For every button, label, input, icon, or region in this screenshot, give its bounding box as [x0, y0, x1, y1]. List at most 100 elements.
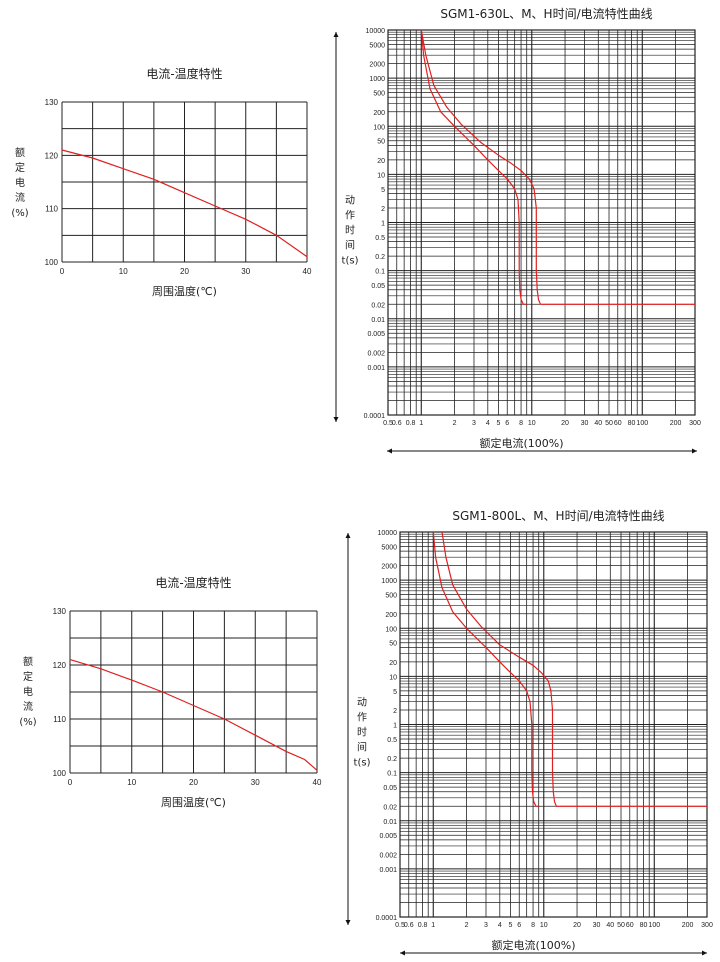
y-tick-label: 20 — [377, 158, 385, 165]
x-axis-arrow-bottom — [400, 950, 707, 956]
x-axis-label: 额定电流(100%) — [491, 938, 575, 952]
x-tick-label: 40 — [303, 267, 312, 276]
x-tick-label: 40 — [606, 922, 614, 929]
y-tick-label: 5000 — [381, 544, 397, 551]
trip-curve — [441, 531, 707, 807]
x-axis-arrow-bottom-head — [702, 950, 707, 956]
y-tick-label: 100 — [373, 124, 385, 131]
temperature-curve — [69, 659, 318, 771]
x-tick-label: 10 — [127, 778, 136, 787]
x-tick-label: 0 — [68, 778, 73, 787]
x-tick-label: 60 — [626, 922, 634, 929]
x-tick-label: 2 — [465, 922, 469, 929]
y-tick-label: 0.001 — [367, 365, 385, 372]
y-tick-label: 0.02 — [383, 804, 397, 811]
x-tick-label: 8 — [531, 922, 535, 929]
y-tick-label: 2 — [381, 206, 385, 213]
x-tick-label: 0.8 — [406, 420, 416, 427]
y-axis-label-char: 作 — [345, 209, 355, 221]
plot-frame — [399, 531, 708, 918]
y-tick-label: 0.2 — [375, 254, 385, 261]
y-tick-label: 0.01 — [383, 819, 397, 826]
x-tick-label: 30 — [251, 778, 260, 787]
y-tick-label: 110 — [53, 715, 66, 724]
y-tick-label: 0.0001 — [376, 915, 398, 922]
y-tick-label: 5000 — [369, 42, 385, 49]
time-current-chart-1: 0.5 0.6 0.8 1 2 3 4 5 6 8 10 20 30 40 50 60 80 100 200 3001… — [342, 6, 701, 450]
y-tick-label: 0.5 — [387, 737, 397, 744]
y-axis-label-char: 定 — [23, 670, 33, 683]
y-axis-label-char: 额 — [23, 655, 33, 668]
y-tick-label: 1000 — [381, 578, 397, 585]
x-tick-label: 10 — [119, 267, 128, 276]
x-tick-label: 0.6 — [392, 420, 402, 427]
log-grid — [399, 531, 708, 918]
x-tick-label: 80 — [640, 922, 648, 929]
y-axis-label-char: 额 — [15, 146, 25, 159]
trip-curve — [420, 29, 527, 305]
y-tick-label: 0.001 — [379, 867, 397, 874]
y-tick-label: 110 — [45, 205, 58, 214]
y-tick-label: 2000 — [369, 62, 385, 69]
x-tick-label: 0.6 — [404, 922, 414, 929]
y-tick-label: 0.05 — [383, 785, 397, 792]
y-tick-label: 0.02 — [371, 302, 385, 309]
x-tick-label: 1 — [419, 420, 423, 427]
y-tick-label: 50 — [377, 139, 385, 146]
x-tick-label: 3 — [484, 922, 488, 929]
y-axis-label-char: 电 — [23, 685, 33, 698]
x-axis-arrow-top-head — [692, 448, 697, 454]
x-tick-label: 100 — [636, 420, 648, 427]
y-tick-label: 200 — [373, 110, 385, 117]
y-tick-label: 0.005 — [379, 833, 397, 840]
x-tick-label: 2 — [453, 420, 457, 427]
x-axis-arrow-bottom-head — [400, 950, 405, 956]
x-tick-label: 60 — [614, 420, 622, 427]
chart-title: SGM1-800L、M、H时间/电流特性曲线 — [452, 508, 664, 523]
y-axis-label-char: 定 — [15, 161, 25, 174]
y-tick-label: 0.2 — [387, 756, 397, 763]
x-axis-arrow-top — [387, 448, 697, 454]
y-tick-label: 130 — [45, 98, 59, 107]
x-tick-label: 0.5 — [395, 922, 405, 929]
y-tick-label: 500 — [385, 593, 397, 600]
y-axis-label-char: 动 — [357, 696, 367, 708]
x-tick-label: 10 — [528, 420, 536, 427]
x-tick-label: 300 — [689, 420, 701, 427]
y-tick-label: 0.002 — [367, 350, 385, 357]
y-axis-label-char: 电 — [15, 176, 25, 189]
x-tick-label: 20 — [189, 778, 198, 787]
x-tick-label: 1 — [431, 922, 435, 929]
y-axis-label-char: t(s) — [342, 255, 359, 266]
y-tick-label: 2000 — [381, 564, 397, 571]
x-tick-label: 6 — [505, 420, 509, 427]
y-tick-label: 0.01 — [371, 317, 385, 324]
x-tick-label: 100 — [648, 922, 660, 929]
y-axis-label-char: 流 — [23, 700, 33, 713]
y-axis-arrow-top — [333, 32, 339, 422]
temperature-curve — [61, 149, 308, 258]
trip-curve — [420, 29, 695, 305]
y-axis-arrow-bottom — [345, 533, 351, 925]
y-tick-label: 0.002 — [379, 852, 397, 859]
x-axis-label: 额定电流(100%) — [479, 436, 563, 450]
y-tick-label: 100 — [53, 769, 67, 778]
x-tick-label: 40 — [594, 420, 602, 427]
y-axis-label-char: 流 — [15, 191, 25, 204]
x-tick-label: 0.5 — [383, 420, 393, 427]
y-tick-label: 120 — [53, 661, 67, 670]
y-tick-label: 0.005 — [367, 331, 385, 338]
y-tick-label: 1 — [393, 723, 397, 730]
chart-title: SGM1-630L、M、H时间/电流特性曲线 — [440, 6, 652, 21]
y-axis-arrow-top-head — [333, 417, 339, 422]
x-tick-label: 3 — [472, 420, 476, 427]
x-tick-label: 4 — [498, 922, 502, 929]
y-axis-arrow-top-head — [333, 32, 339, 37]
x-tick-label: 30 — [593, 922, 601, 929]
x-tick-label: 40 — [313, 778, 322, 787]
y-axis-label-char: (%) — [11, 208, 28, 219]
x-axis-arrow-top-head — [387, 448, 392, 454]
x-tick-label: 5 — [509, 922, 513, 929]
